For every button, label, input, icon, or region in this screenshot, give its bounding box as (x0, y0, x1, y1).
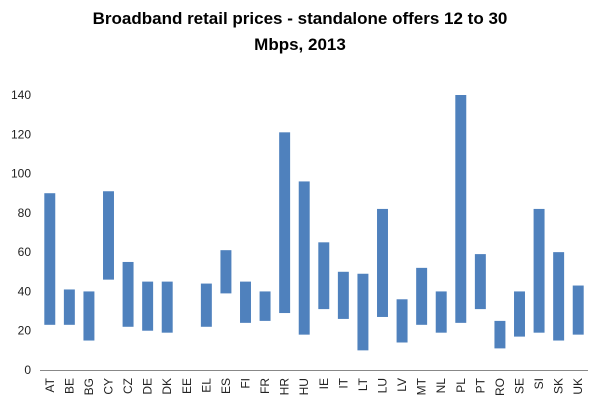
chart-title-line-2: Mbps, 2013 (254, 35, 346, 54)
x-tick-label: DE (141, 378, 155, 395)
y-tick-label: 0 (24, 363, 31, 377)
bar-bg (83, 291, 95, 341)
bar-si (533, 208, 545, 333)
bar-cz (122, 261, 134, 327)
bar-lt (357, 273, 369, 351)
x-tick-label: DK (160, 378, 174, 395)
x-tick-label: BG (82, 378, 96, 395)
bar-ie (318, 242, 330, 310)
bar-ro (494, 320, 506, 349)
x-tick-label: BE (62, 378, 76, 394)
x-tick-label: HR (278, 378, 292, 396)
x-tick-label: ES (219, 378, 233, 394)
x-tick-label: EL (199, 378, 213, 393)
x-tick-label: IE (317, 378, 331, 389)
bar-se (514, 291, 525, 337)
bar-at (44, 193, 56, 325)
x-tick-label: PL (454, 378, 468, 393)
bar-sk (553, 252, 565, 341)
x-tick-label: SE (513, 378, 527, 394)
y-tick-label: 140 (11, 88, 31, 102)
x-tick-label: UK (571, 378, 585, 395)
bar-dk (161, 281, 173, 333)
chart-title-line-1: Broadband retail prices - standalone off… (92, 9, 508, 28)
bar-cy (103, 191, 114, 280)
y-tick-label: 60 (18, 245, 32, 259)
x-tick-label: NL (434, 378, 448, 394)
x-tick-label: SI (532, 378, 546, 389)
y-tick-label: 80 (18, 206, 32, 220)
y-tick-label: 20 (18, 324, 32, 338)
y-tick-label: 100 (11, 167, 31, 181)
bar-nl (435, 291, 447, 333)
bar-be (63, 289, 75, 325)
x-tick-label: FI (239, 378, 253, 389)
y-tick-label: 120 (11, 127, 31, 141)
bar-mt (416, 267, 428, 325)
bar-lu (377, 208, 388, 317)
y-tick-label: 40 (18, 284, 32, 298)
x-tick-label: LV (395, 378, 409, 392)
bar-hu (298, 181, 310, 335)
x-tick-label: RO (493, 378, 507, 396)
x-tick-label: LT (356, 377, 370, 391)
bar-uk (572, 285, 584, 335)
bar-fi (240, 281, 251, 323)
x-tick-label: AT (43, 377, 57, 392)
bar-lv (396, 299, 408, 343)
bar-pt (474, 254, 486, 310)
x-tick-label: EE (180, 378, 194, 394)
bar-es (220, 250, 232, 294)
x-tick-label: MT (415, 377, 429, 395)
bar-it (337, 271, 349, 319)
x-tick-label: CZ (121, 378, 135, 394)
x-tick-label: LU (376, 378, 390, 393)
bar-el (200, 283, 212, 327)
x-tick-label: CY (102, 378, 116, 395)
bar-hr (279, 132, 291, 314)
x-tick-label: FR (258, 378, 272, 394)
bar-fr (259, 291, 271, 321)
x-tick-label: IT (336, 377, 350, 388)
x-tick-label: HU (297, 378, 311, 395)
bar-de (142, 281, 154, 331)
x-tick-label: PT (473, 377, 487, 393)
x-tick-label: SK (552, 378, 566, 394)
bar-pl (455, 95, 467, 323)
chart-title: Broadband retail prices - standalone off… (0, 6, 600, 58)
